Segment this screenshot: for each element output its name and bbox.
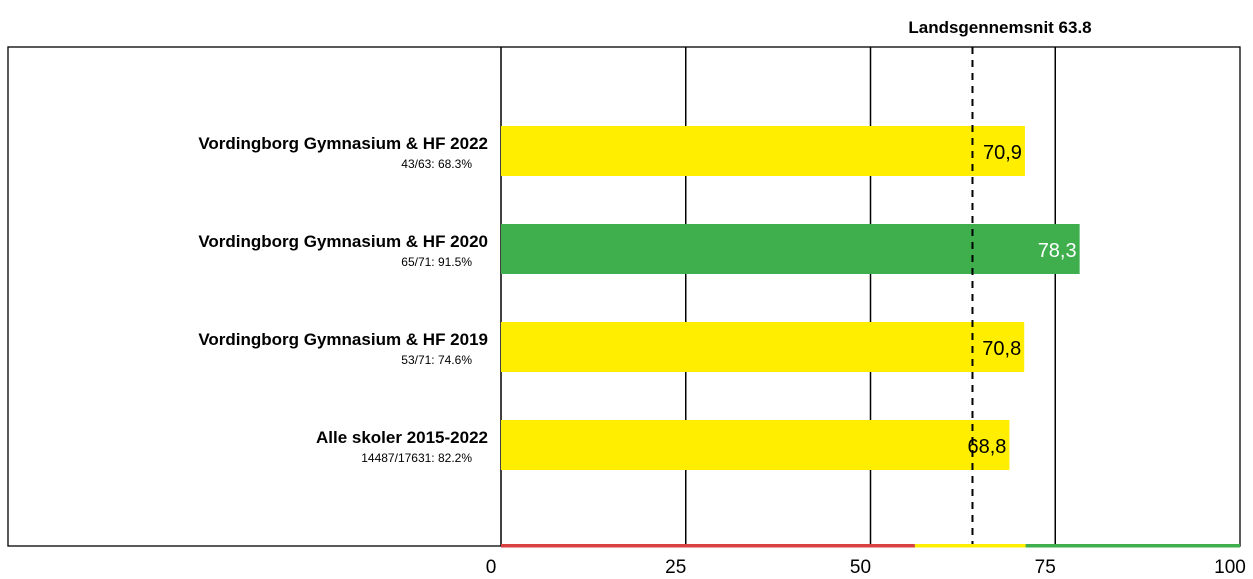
x-tick-label: 0 <box>486 557 497 578</box>
x-tick-label: 75 <box>1035 557 1056 578</box>
bar <box>501 224 1080 274</box>
category-label: Vordingborg Gymnasium & HF 2022 <box>198 134 488 153</box>
x-tick-label: 100 <box>1214 557 1246 578</box>
x-tick-label: 25 <box>665 557 686 578</box>
category-label: Vordingborg Gymnasium & HF 2019 <box>198 330 488 349</box>
category-detail: 53/71: 74.6% <box>401 353 472 367</box>
axis-band <box>501 544 915 548</box>
bar-value-label: 68,8 <box>967 436 1006 458</box>
x-tick-label: 50 <box>850 557 871 578</box>
bar-value-label: 78,3 <box>1038 240 1077 262</box>
axis-band <box>914 544 1026 548</box>
category-label: Alle skoler 2015-2022 <box>316 428 488 447</box>
category-detail: 14487/17631: 82.2% <box>361 451 472 465</box>
bar-value-label: 70,8 <box>982 338 1021 360</box>
bar <box>501 420 1010 470</box>
bar <box>501 322 1025 372</box>
reference-line-label: Landsgennemsnit 63.8 <box>908 18 1092 37</box>
bar <box>501 126 1025 176</box>
bar-value-label: 70,9 <box>983 142 1022 164</box>
category-detail: 65/71: 91.5% <box>401 255 472 269</box>
category-label: Vordingborg Gymnasium & HF 2020 <box>198 232 488 251</box>
axis-band <box>1025 544 1240 548</box>
category-detail: 43/63: 68.3% <box>401 157 472 171</box>
